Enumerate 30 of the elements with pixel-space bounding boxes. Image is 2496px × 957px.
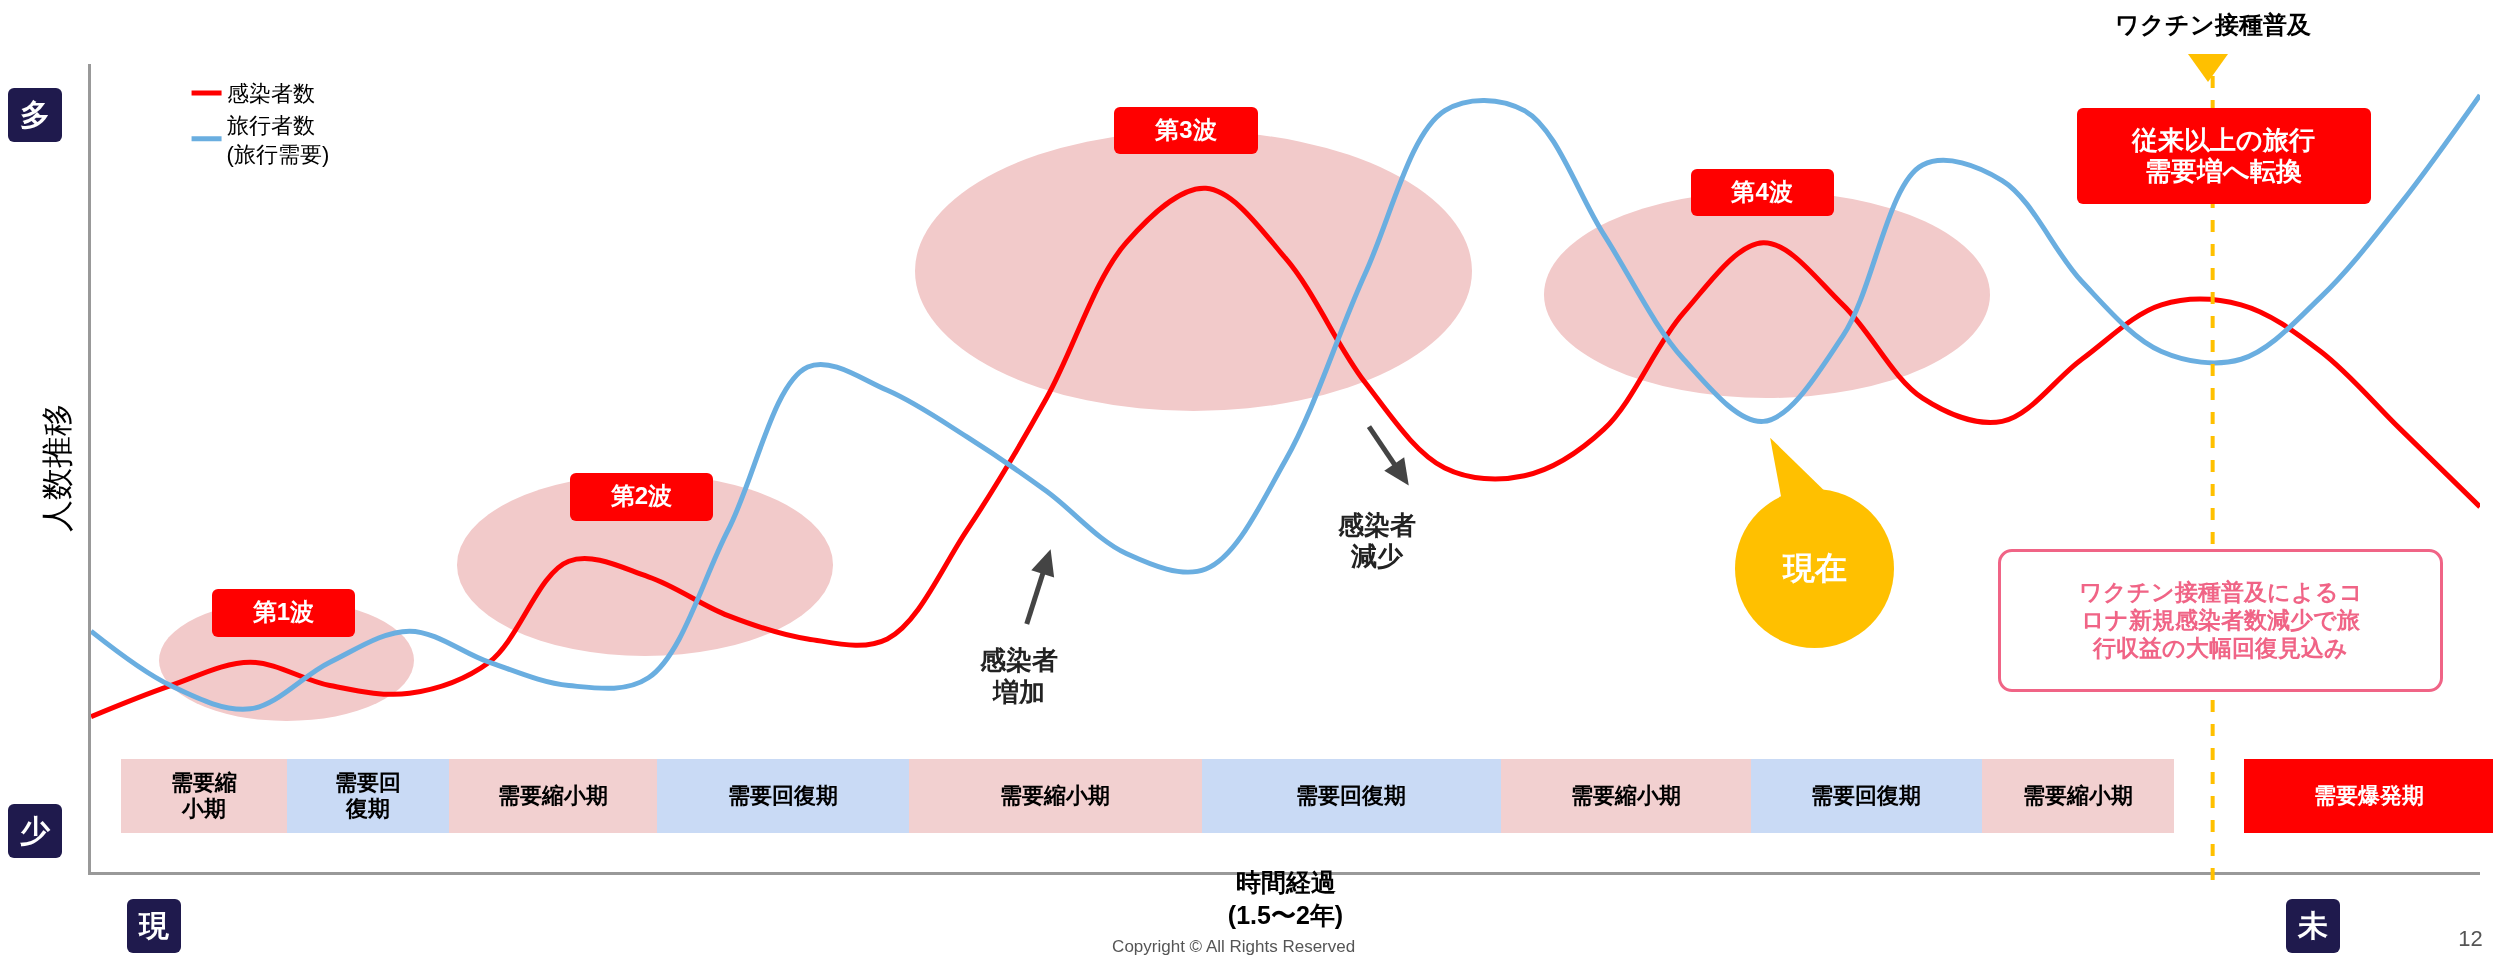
legend-label: 感染者数 [226, 81, 315, 107]
legend-label: 旅行者数 (旅行需要) [226, 113, 330, 167]
annotation: 需要縮小期 [498, 782, 609, 810]
annotation: 需要縮小期 [169, 769, 238, 823]
annotation: 第3波 [1155, 116, 1217, 145]
text: 現 [139, 908, 170, 945]
x-axis-title: 時間経過 (1.5〜2年) [1227, 868, 1344, 929]
text: ワクチン接種普及 [2114, 11, 2311, 39]
annotation: 第4波 [1731, 178, 1793, 207]
annotation: 需要縮小期 [1000, 782, 1111, 810]
annotation: 需要回復期 [1811, 782, 1922, 810]
annotation: 第1波 [252, 598, 314, 628]
annotation: 感染者増加 [978, 645, 1059, 708]
annotation: 第2波 [610, 482, 673, 512]
annotation: 現在 [1782, 549, 1847, 588]
text: 少 [20, 812, 50, 849]
text: 多 [20, 96, 50, 133]
text: 未 [2297, 908, 2328, 945]
annotation: 需要縮小期 [1571, 782, 1682, 810]
annotation: 需要回復期 [1296, 782, 1407, 810]
annotation: 感染者減少 [1336, 510, 1417, 573]
annotation: ワクチン接種普及によるコロナ新規感染者数減少で旅行収益の大幅回復見込み [2077, 579, 2364, 663]
annotation: 需要回復期 [333, 769, 402, 823]
annotation: 需要回復期 [728, 782, 839, 810]
text: 12 [2458, 925, 2483, 953]
annotation: 需要縮小期 [2023, 782, 2134, 810]
annotation: 需要爆発期 [2313, 782, 2424, 810]
y-axis-title: 人数推移 [39, 404, 76, 532]
text: Copyright © All Rights Reserved [1112, 936, 1356, 957]
annotation: 従来以上の旅行需要増へ転換 [2130, 124, 2317, 188]
